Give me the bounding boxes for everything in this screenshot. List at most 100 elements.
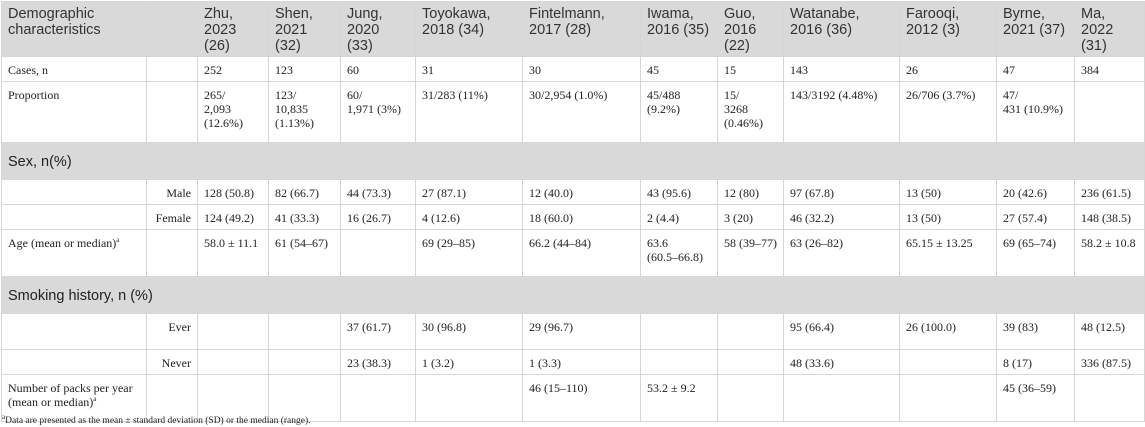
section-title-smoking: Smoking history, n (%) [1, 276, 1145, 314]
table-cell: 18 (60.0) [522, 204, 641, 230]
packs-label-text: Number of packs per year (mean or median… [8, 381, 133, 409]
column-header-study: Guo, 2016 (22) [717, 1, 784, 57]
column-header-characteristic: Demographic characteristics [1, 1, 147, 57]
table-cell: 143 [783, 56, 900, 82]
table-cell [340, 374, 416, 422]
table-row-ever: Ever 37 (61.7) 30 (96.8) 29 (96.7) 95 (66.4… [1, 313, 1145, 350]
row-sublabel-empty [146, 229, 198, 277]
column-header-study: Jung, 2020 (33) [340, 1, 416, 57]
column-header-study: Shen, 2021 (32) [268, 1, 341, 57]
table-cell [899, 374, 997, 422]
row-sublabel-never: Never [146, 349, 198, 375]
column-header-study: Watanabe, 2016 (36) [783, 1, 900, 57]
table-cell: 47/ 431 (10.9%) [996, 81, 1075, 143]
column-header-study: Iwama, 2016 (35) [640, 1, 718, 57]
row-sublabel-empty [146, 374, 198, 422]
table-cell [415, 374, 523, 422]
footnote-marker: a [116, 236, 120, 244]
table-cell: 1 (3.2) [415, 349, 523, 375]
row-label-cases: Cases, n [1, 56, 147, 82]
table-cell [1074, 81, 1145, 143]
table-cell: 252 [197, 56, 269, 82]
table-cell: 1 (3.3) [522, 349, 641, 375]
table-cell [197, 349, 269, 375]
table-cell: 58 (39–77) [717, 229, 784, 277]
row-label-empty [1, 313, 147, 350]
table-cell: 15 [717, 56, 784, 82]
section-row-sex: Sex, n(%) [1, 142, 1145, 180]
table-cell: 20 (42.6) [996, 179, 1075, 205]
table-cell: 58.0 ± 11.1 [197, 229, 269, 277]
table-cell: 48 (33.6) [783, 349, 900, 375]
table-row-female: Female 124 (49.2) 41 (33.3) 16 (26.7) 4 (12… [1, 204, 1145, 230]
table-cell: 39 (83) [996, 313, 1075, 350]
table-cell [640, 349, 718, 375]
table-cell: 48 (12.5) [1074, 313, 1145, 350]
table-cell: 63.6 (60.5–66.8) [640, 229, 718, 277]
table-cell: 60/ 1,971 (3%) [340, 81, 416, 143]
row-label-age: Age (mean or median)a [1, 229, 147, 277]
table-cell: 61 (54–67) [268, 229, 341, 277]
table-cell [268, 349, 341, 375]
table-cell: 4 (12.6) [415, 204, 523, 230]
table-cell: 45/488 (9.2%) [640, 81, 718, 143]
row-sublabel-empty [146, 56, 198, 82]
table-cell: 41 (33.3) [268, 204, 341, 230]
table-cell: 58.2 ± 10.8 [1074, 229, 1145, 277]
table-cell: 45 [640, 56, 718, 82]
table-cell: 27 (87.1) [415, 179, 523, 205]
table-cell [899, 349, 997, 375]
column-header-study: Fintelmann, 2017 (28) [522, 1, 641, 57]
table-cell: 66.2 (44–84) [522, 229, 641, 277]
table-cell [1074, 374, 1145, 422]
row-label-empty [1, 179, 147, 205]
column-header-study: Byrne, 2021 (37) [996, 1, 1075, 57]
footnote-marker: a [93, 395, 97, 403]
section-title-sex: Sex, n(%) [1, 142, 1145, 180]
table-cell: 123/ 10,835 (1.13%) [268, 81, 341, 143]
table-cell [717, 374, 784, 422]
table-cell: 13 (50) [899, 179, 997, 205]
row-label-proportion: Proportion [1, 81, 147, 143]
row-sublabel-male: Male [146, 179, 198, 205]
column-header-study: Toyokawa, 2018 (34) [415, 1, 523, 57]
table-cell: 16 (26.7) [340, 204, 416, 230]
section-row-smoking: Smoking history, n (%) [1, 276, 1145, 314]
table-cell: 43 (95.6) [640, 179, 718, 205]
row-sublabel-female: Female [146, 204, 198, 230]
row-label-empty [1, 349, 147, 375]
table-row-male: Male 128 (50.8) 82 (66.7) 44 (73.3) 27 (87.… [1, 179, 1145, 205]
table-cell [197, 374, 269, 422]
table-row-packs: Number of packs per year (mean or median… [1, 374, 1145, 422]
table-cell: 30/2,954 (1.0%) [522, 81, 641, 143]
table-footnote: aData are presented as the mean ± standa… [2, 413, 311, 427]
table-cell: 265/ 2,093 (12.6%) [197, 81, 269, 143]
table-cell: 31 [415, 56, 523, 82]
table-cell: 47 [996, 56, 1075, 82]
table-row-proportion: Proportion 265/ 2,093 (12.6%) 123/ 10,835… [1, 81, 1145, 143]
table-row-cases: Cases, n 252 123 60 31 30 45 15 143 26 47 384 [1, 56, 1145, 82]
table-cell: 37 (61.7) [340, 313, 416, 350]
table-cell: 63 (26–82) [783, 229, 900, 277]
table-cell: 2 (4.4) [640, 204, 718, 230]
table-cell: 95 (66.4) [783, 313, 900, 350]
table-row-never: Never 23 (38.3) 1 (3.2) 1 (3.3) 48 (33.6) 8 … [1, 349, 1145, 375]
column-header-study: Zhu, 2023 (26) [197, 1, 269, 57]
row-sublabel-empty [146, 81, 198, 143]
row-sublabel-ever: Ever [146, 313, 198, 350]
table-cell [268, 313, 341, 350]
table-cell: 26 (100.0) [899, 313, 997, 350]
table-cell: 69 (29–85) [415, 229, 523, 277]
table-cell [783, 374, 900, 422]
row-label-empty [1, 204, 147, 230]
table-cell: 26 [899, 56, 997, 82]
table-cell: 46 (15–110) [522, 374, 641, 422]
footnote-text: Data are presented as the mean ± standar… [5, 416, 311, 426]
table-cell: 12 (40.0) [522, 179, 641, 205]
table-header-row: Demographic characteristics Zhu, 2023 (26… [1, 1, 1145, 57]
table-cell: 46 (32.2) [783, 204, 900, 230]
table-cell: 23 (38.3) [340, 349, 416, 375]
table-cell [717, 313, 784, 350]
row-label-packs: Number of packs per year (mean or median… [1, 374, 147, 422]
